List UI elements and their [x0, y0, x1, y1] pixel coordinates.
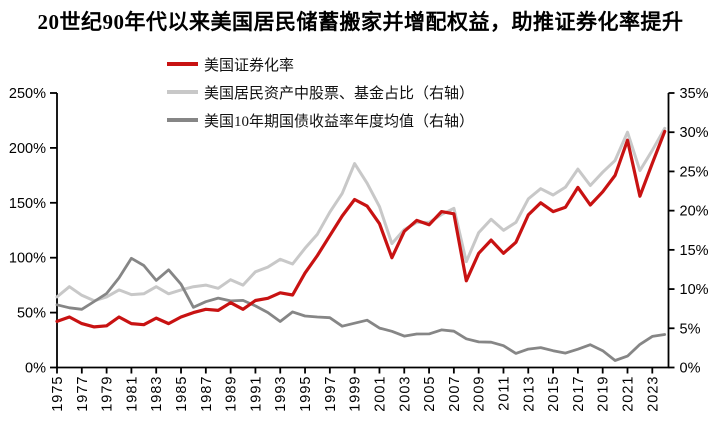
svg-text:25%: 25% — [680, 164, 709, 180]
series-line-0 — [55, 129, 667, 329]
series-line-2 — [55, 256, 667, 362]
svg-text:50%: 50% — [17, 306, 46, 322]
svg-text:2011: 2011 — [496, 376, 512, 411]
series-line-1 — [55, 126, 667, 303]
svg-text:1979: 1979 — [100, 376, 116, 412]
svg-text:1977: 1977 — [75, 376, 91, 412]
svg-text:5%: 5% — [680, 321, 701, 337]
left-axis-labels: 0% 50% 100% 150% 200% 250% — [9, 86, 46, 377]
svg-text:1985: 1985 — [174, 376, 190, 412]
right-axis-labels: 0% 5% 10% 15% 20% 25% 30% 35% — [680, 86, 709, 377]
legend-label: 美国居民资产中股票、基金占比（右轴） — [204, 85, 475, 102]
svg-text:1987: 1987 — [199, 376, 215, 412]
svg-text:2001: 2001 — [372, 376, 388, 412]
svg-text:2007: 2007 — [447, 376, 463, 412]
svg-text:1975: 1975 — [50, 376, 66, 412]
legend-line-swatch-dark-gray — [167, 118, 198, 122]
svg-text:20%: 20% — [680, 204, 709, 220]
svg-text:1997: 1997 — [323, 376, 339, 412]
svg-text:1983: 1983 — [149, 376, 165, 412]
legend-label: 美国10年期国债收益率年度均值（右轴） — [204, 113, 475, 130]
svg-text:1999: 1999 — [348, 376, 364, 412]
svg-text:0%: 0% — [25, 361, 46, 377]
page-title: 20世纪90年代以来美国居民储蓄搬家并增配权益，助推证券化率提升 — [37, 10, 684, 34]
legend-line-swatch-red — [167, 62, 198, 66]
svg-text:1991: 1991 — [248, 376, 264, 412]
svg-text:15%: 15% — [680, 243, 709, 259]
svg-text:100%: 100% — [9, 251, 46, 267]
svg-text:2017: 2017 — [571, 376, 587, 412]
x-axis-labels: 1975 1977 1979 1981 1983 1985 1987 1989 1991 1993… — [50, 376, 661, 412]
legend: 美国证券化率 美国居民资产中股票、基金占比（右轴） 美国10年期国债收益率年度均… — [167, 50, 474, 134]
svg-text:1993: 1993 — [273, 376, 289, 412]
svg-text:10%: 10% — [680, 282, 709, 298]
svg-text:2005: 2005 — [422, 376, 438, 412]
svg-text:150%: 150% — [9, 196, 46, 212]
svg-text:250%: 250% — [9, 86, 46, 102]
svg-text:30%: 30% — [680, 125, 709, 141]
legend-item-securitization-rate: 美国证券化率 — [167, 50, 474, 78]
svg-text:0%: 0% — [680, 361, 701, 377]
svg-text:1981: 1981 — [124, 376, 140, 412]
svg-text:2019: 2019 — [596, 376, 612, 412]
svg-text:200%: 200% — [9, 141, 46, 157]
svg-text:2013: 2013 — [521, 376, 537, 412]
svg-text:2009: 2009 — [472, 376, 488, 412]
legend-item-10y-treasury-yield: 美国10年期国债收益率年度均值（右轴） — [167, 106, 474, 134]
svg-text:1995: 1995 — [298, 376, 314, 412]
svg-text:2023: 2023 — [645, 376, 661, 412]
axes — [50, 92, 675, 374]
legend-line-swatch-light-gray — [167, 90, 198, 94]
legend-label: 美国证券化率 — [204, 57, 295, 74]
svg-text:35%: 35% — [680, 86, 709, 102]
svg-text:2003: 2003 — [397, 376, 413, 412]
legend-item-household-equity-share: 美国居民资产中股票、基金占比（右轴） — [167, 78, 474, 106]
svg-text:2015: 2015 — [546, 376, 562, 412]
svg-text:2021: 2021 — [620, 376, 636, 412]
svg-text:1989: 1989 — [224, 376, 240, 412]
